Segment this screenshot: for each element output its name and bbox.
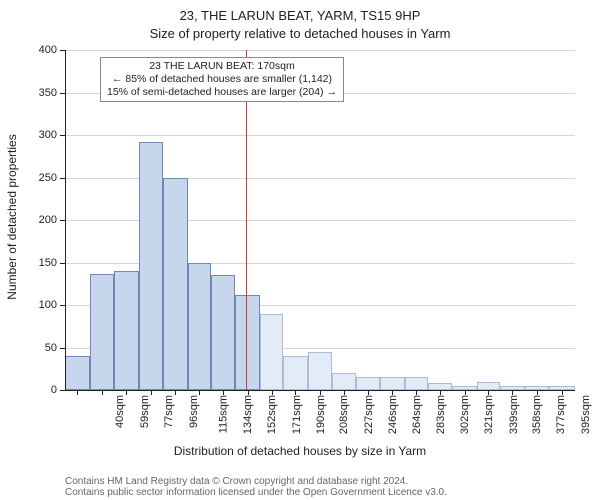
xtick-mark: [77, 390, 78, 395]
xtick-label: 77sqm: [163, 395, 175, 428]
ytick-label: 50: [25, 342, 57, 354]
histogram-bar: [260, 314, 283, 391]
histogram-bar: [356, 377, 381, 390]
xtick-label: 283sqm: [435, 395, 447, 434]
ytick-label: 350: [25, 87, 57, 99]
histogram-bar: [235, 295, 260, 390]
title-line-1: 23, THE LARUN BEAT, YARM, TS15 9HP: [0, 8, 600, 23]
annotation-line-1: 23 THE LARUN BEAT: 170sqm: [107, 60, 337, 73]
xtick-label: 171sqm: [291, 395, 303, 434]
xtick-mark: [126, 390, 127, 395]
xtick-mark: [175, 390, 176, 395]
histogram-bar: [405, 377, 428, 390]
xtick-label: 339sqm: [508, 395, 520, 434]
x-axis-label: Distribution of detached houses by size …: [0, 444, 600, 458]
footer-line-1: Contains HM Land Registry data © Crown c…: [65, 476, 447, 487]
xtick-label: 40sqm: [114, 395, 126, 428]
xtick-label: 302sqm: [459, 395, 471, 434]
xtick-label: 264sqm: [411, 395, 423, 434]
xtick-mark: [440, 390, 441, 395]
xtick-mark: [102, 390, 103, 395]
histogram-bar: [332, 373, 355, 390]
xtick-mark: [223, 390, 224, 395]
ytick-label: 0: [25, 384, 57, 396]
histogram-bar: [211, 275, 236, 390]
xtick-mark: [537, 390, 538, 395]
gridline: [65, 50, 575, 51]
gridline: [65, 135, 575, 136]
xtick-mark: [248, 390, 249, 395]
ytick-label: 250: [25, 172, 57, 184]
histogram-bar: [283, 356, 308, 390]
ytick-label: 300: [25, 129, 57, 141]
annotation-line-2: ← 85% of detached houses are smaller (1,…: [107, 73, 337, 86]
xtick-label: 377sqm: [556, 395, 568, 434]
xtick-mark: [488, 390, 489, 395]
xtick-label: 96sqm: [188, 395, 200, 428]
xtick-mark: [416, 390, 417, 395]
y-axis-line: [65, 50, 66, 390]
title-line-2: Size of property relative to detached ho…: [0, 26, 600, 41]
ytick-label: 100: [25, 299, 57, 311]
histogram-bar: [477, 382, 500, 391]
histogram-bar: [139, 142, 164, 390]
xtick-mark: [320, 390, 321, 395]
xtick-label: 227sqm: [363, 395, 375, 434]
footer-attribution: Contains HM Land Registry data © Crown c…: [65, 476, 447, 498]
histogram-bar: [428, 383, 453, 390]
histogram-bar: [188, 263, 211, 391]
xtick-label: 321sqm: [483, 395, 495, 434]
xtick-label: 190sqm: [315, 395, 327, 434]
xtick-mark: [295, 390, 296, 395]
xtick-mark: [465, 390, 466, 395]
footer-line-2: Contains public sector information licen…: [65, 487, 447, 498]
xtick-mark: [392, 390, 393, 395]
histogram-bar: [65, 356, 90, 390]
chart-container: 23, THE LARUN BEAT, YARM, TS15 9HP Size …: [0, 0, 600, 500]
annotation-box: 23 THE LARUN BEAT: 170sqm ← 85% of detac…: [100, 57, 344, 102]
histogram-bar: [380, 377, 405, 390]
ytick-label: 150: [25, 257, 57, 269]
xtick-mark: [512, 390, 513, 395]
histogram-bar: [90, 274, 115, 390]
ytick-label: 200: [25, 214, 57, 226]
annotation-line-3: 15% of semi-detached houses are larger (…: [107, 86, 337, 99]
xtick-mark: [368, 390, 369, 395]
xtick-label: 246sqm: [387, 395, 399, 434]
xtick-label: 208sqm: [339, 395, 351, 434]
xtick-label: 152sqm: [266, 395, 278, 434]
y-axis-label: Number of detached properties: [5, 47, 19, 387]
xtick-mark: [151, 390, 152, 395]
histogram-bar: [114, 271, 139, 390]
xtick-label: 358sqm: [532, 395, 544, 434]
xtick-label: 115sqm: [218, 395, 230, 433]
xtick-mark: [272, 390, 273, 395]
xtick-mark: [199, 390, 200, 395]
xtick-label: 134sqm: [242, 395, 254, 434]
histogram-bar: [308, 352, 333, 390]
xtick-mark: [344, 390, 345, 395]
ytick-label: 400: [25, 44, 57, 56]
histogram-bar: [163, 178, 188, 391]
xtick-mark: [562, 390, 563, 395]
xtick-label: 59sqm: [139, 395, 151, 428]
xtick-label: 395sqm: [580, 395, 592, 434]
